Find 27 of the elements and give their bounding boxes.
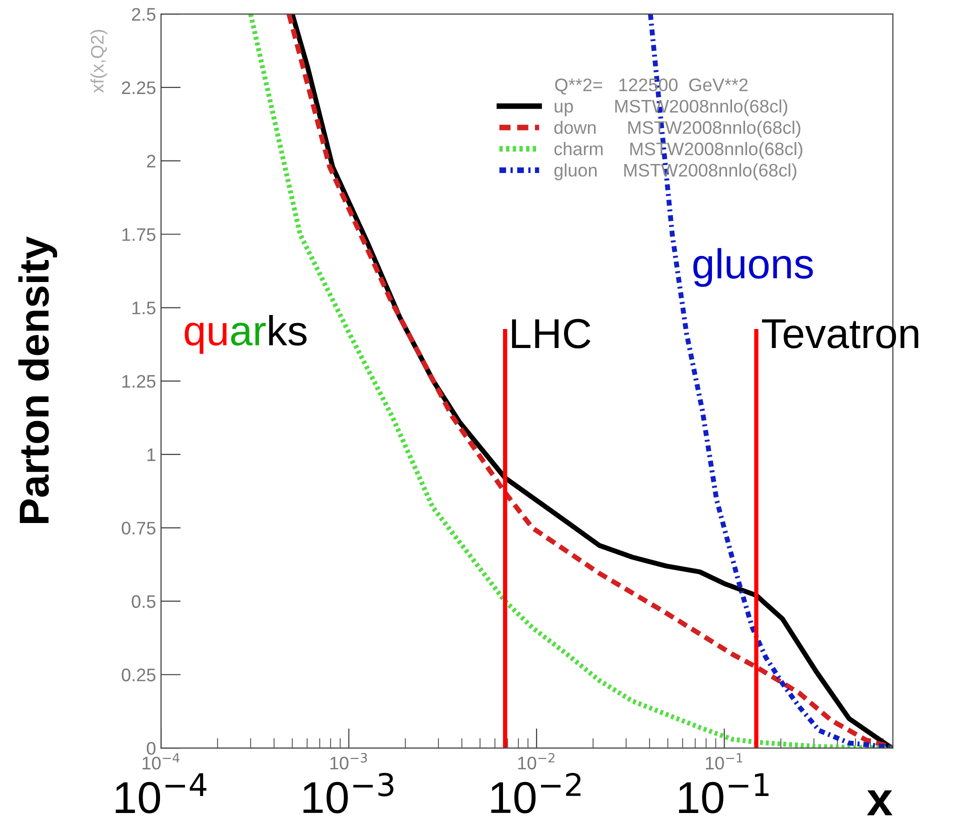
y-tick-label: 2 (147, 154, 156, 168)
legend-label: down MSTW2008nnlo(68cl) (554, 120, 800, 138)
legend-label: charm MSTW2008nnlo(68cl) (554, 142, 802, 159)
x-axis-title: x (866, 790, 893, 816)
y-tick-label: 0.25 (122, 668, 156, 682)
y-tick-label: 0.5 (132, 595, 156, 608)
y-axis-title: Parton density (18, 236, 58, 523)
y-tick-label: 2.25 (122, 81, 156, 94)
y-tick-label: 1.25 (122, 374, 156, 388)
y-tick-label: 2.5 (132, 8, 156, 21)
annotation: ar (231, 322, 266, 346)
legend-title: Q**2= 122500 GeV**2 (555, 78, 748, 95)
legend-label: up MSTW2008nnlo(68cl) (554, 99, 788, 116)
annotation: qu (184, 322, 227, 354)
y-tick-label: 0.75 (122, 522, 156, 535)
annotation: LHC (512, 318, 590, 348)
y-tick-label: 1.75 (122, 228, 156, 241)
y-tick-label: 1.5 (132, 302, 156, 314)
annotation: gluons (693, 248, 813, 287)
text: xf(x,Q2) (90, 30, 108, 93)
legend-label: gluon MSTW2008nnlo(68cl) (554, 163, 796, 180)
annotation: ks (269, 314, 307, 346)
y-tick-label: 1 (148, 448, 156, 461)
y-tick-label: 0 (146, 742, 156, 755)
x-tick-label: 10$^{−1}$ (706, 753, 742, 770)
x-tick-label: 10$^{−2}$ (518, 753, 554, 770)
x-tick-label: 10$^{−3}$ (330, 753, 367, 770)
